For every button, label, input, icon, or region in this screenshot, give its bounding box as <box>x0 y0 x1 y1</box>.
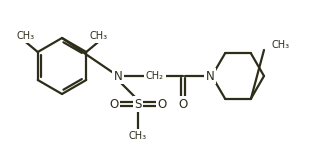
Text: S: S <box>134 97 142 111</box>
Text: CH₂: CH₂ <box>146 71 164 81</box>
Text: N: N <box>114 70 122 83</box>
Text: O: O <box>109 97 119 111</box>
Text: N: N <box>206 70 214 83</box>
Text: O: O <box>157 97 167 111</box>
Text: O: O <box>178 97 188 111</box>
Text: CH₃: CH₃ <box>129 131 147 141</box>
Text: CH₃: CH₃ <box>17 31 35 41</box>
Text: CH₃: CH₃ <box>89 31 107 41</box>
Text: CH₃: CH₃ <box>272 40 290 50</box>
